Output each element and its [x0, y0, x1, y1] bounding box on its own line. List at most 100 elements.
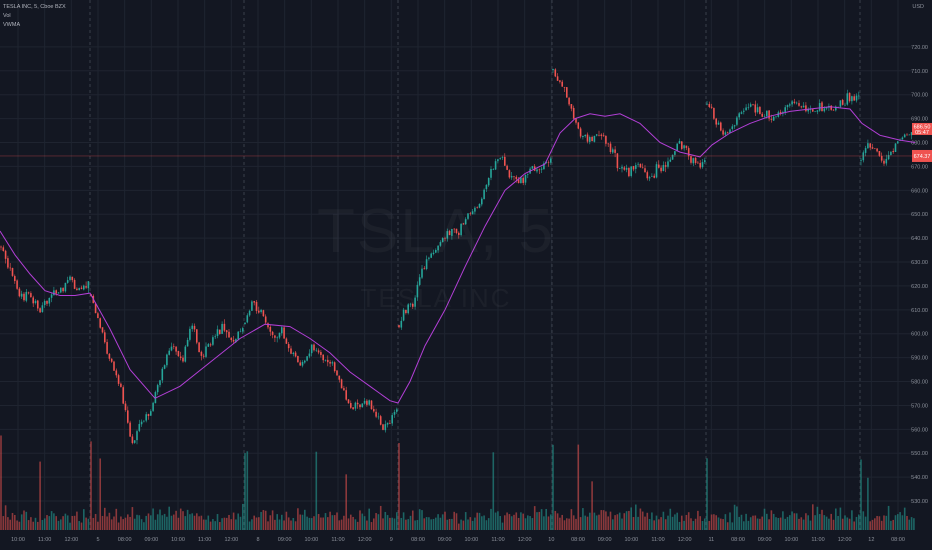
volume-bar — [517, 517, 520, 530]
volume-bar — [391, 517, 393, 530]
candle-body — [655, 164, 658, 178]
candle-body — [901, 137, 904, 140]
volume-bar — [706, 458, 708, 530]
candle-body — [292, 352, 295, 354]
candle-body — [908, 134, 911, 136]
candle-body — [462, 223, 465, 225]
volume-bar — [494, 512, 497, 530]
volume-bar — [209, 521, 212, 530]
volume-bar — [736, 506, 738, 530]
volume-bar — [386, 515, 389, 530]
volume-bar — [232, 512, 235, 530]
volume-bar — [458, 523, 460, 530]
candle-body — [591, 136, 593, 142]
volume-bar — [225, 517, 228, 530]
volume-bar — [441, 514, 444, 530]
volume-bar — [568, 518, 570, 530]
legend-title[interactable]: TESLA INC, 5, Cboe BZX — [3, 4, 66, 10]
volume-bar — [140, 519, 143, 530]
volume-bar — [563, 520, 566, 530]
volume-bar — [869, 521, 871, 530]
volume-bar — [731, 522, 734, 530]
candle-body — [664, 165, 667, 167]
volume-bar — [264, 510, 267, 530]
candle-body — [628, 167, 630, 177]
candle-body — [331, 362, 334, 364]
candle-body — [432, 252, 435, 254]
candle-body — [745, 107, 747, 111]
volume-bar — [678, 521, 681, 530]
legend-volume[interactable]: Vol — [3, 13, 11, 19]
volume-bar — [343, 515, 345, 530]
volume-bar — [469, 517, 472, 530]
volume-bar — [536, 512, 538, 530]
volume-bar — [492, 452, 495, 530]
volume-bar — [9, 519, 11, 530]
candle-body — [145, 414, 147, 421]
candle-body — [805, 105, 807, 112]
volume-bar — [713, 514, 715, 530]
volume-bar — [437, 514, 439, 530]
candle-body — [377, 416, 380, 418]
volume-bar — [154, 519, 157, 530]
candle-body — [147, 414, 150, 417]
volume-bar — [602, 510, 605, 530]
volume-bar — [674, 514, 676, 530]
candle-body — [729, 129, 731, 133]
volume-bar — [430, 519, 432, 530]
volume-bar — [499, 516, 501, 530]
volume-bar — [556, 513, 559, 530]
volume-bar — [331, 515, 334, 530]
candle-body — [846, 93, 849, 105]
volume-bar — [60, 519, 62, 530]
candle-body — [853, 96, 855, 101]
volume-bar — [396, 512, 398, 530]
candle-body — [851, 96, 853, 102]
candle-body — [37, 300, 39, 309]
volume-bar — [552, 444, 554, 530]
candle-body — [517, 179, 520, 183]
candle-body — [880, 156, 883, 161]
candle-body — [113, 361, 115, 371]
time-tick-label: 12:00 — [678, 537, 692, 543]
candle-body — [333, 362, 336, 372]
volume-bar — [73, 515, 76, 530]
volume-bar — [30, 517, 32, 530]
candle-body — [586, 134, 589, 142]
candle-body — [46, 300, 48, 304]
volume-bar — [39, 461, 41, 530]
candle-body — [354, 402, 357, 409]
volume-bar — [846, 517, 849, 530]
candle-body — [566, 87, 568, 98]
candle-body — [715, 118, 717, 125]
vwma-tag — [912, 149, 932, 162]
volume-bar — [25, 511, 28, 530]
volume-bar — [274, 519, 276, 530]
volume-bar — [131, 507, 134, 530]
candle-body — [830, 105, 832, 110]
volume-bar — [641, 511, 644, 530]
volume-bar — [368, 508, 370, 530]
candle-body — [722, 130, 724, 135]
volume-bar — [667, 515, 669, 530]
legend-ma[interactable]: VWMA — [3, 22, 21, 28]
volume-bar — [616, 514, 619, 530]
volume-bar — [809, 520, 812, 530]
candle-body — [248, 310, 251, 316]
candle-body — [425, 259, 428, 270]
candle-body — [184, 346, 187, 362]
candle-body — [214, 336, 216, 338]
volume-bar — [722, 519, 724, 530]
volume-bar — [92, 517, 95, 530]
candle-body — [244, 322, 246, 325]
candle-body — [223, 323, 226, 331]
candle-body — [789, 104, 791, 106]
volume-bar — [906, 515, 908, 530]
candle-body — [678, 140, 681, 144]
candle-body — [212, 337, 214, 345]
candle-body — [421, 268, 423, 278]
volume-bar — [595, 515, 598, 530]
candle-body — [437, 245, 439, 251]
